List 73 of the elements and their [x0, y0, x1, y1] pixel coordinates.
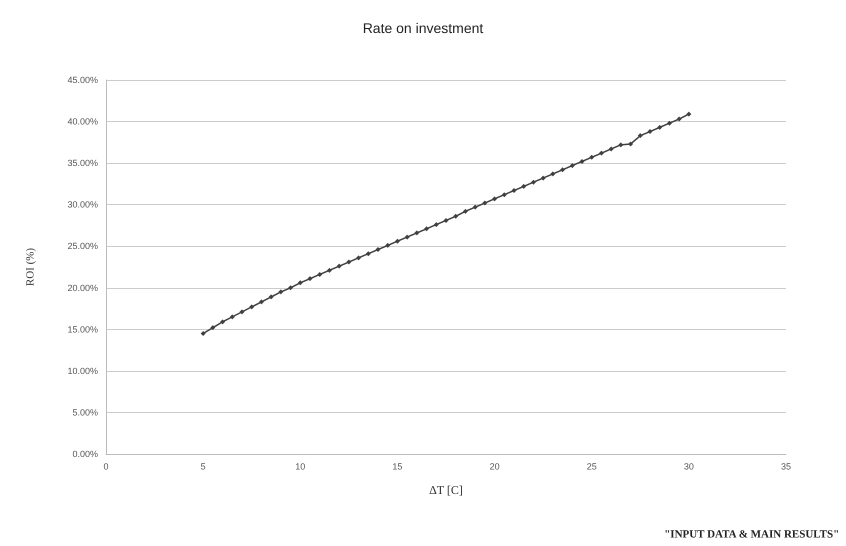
point	[336, 264, 342, 269]
point	[521, 184, 526, 189]
chart-title: Rate on investment	[362, 20, 484, 36]
y-tick-label: 0.00%	[72, 449, 98, 459]
x-tick-label: 25	[586, 462, 597, 472]
point	[540, 176, 546, 181]
point	[560, 167, 566, 172]
point	[530, 180, 536, 185]
point	[288, 285, 294, 290]
point	[686, 112, 692, 117]
point	[434, 222, 439, 228]
point	[414, 230, 420, 236]
point	[200, 330, 206, 336]
point	[268, 294, 274, 300]
text: "INPUT DATA & MAIN RESULTS"	[664, 528, 840, 540]
point	[404, 234, 410, 240]
point	[462, 208, 468, 214]
point	[608, 146, 614, 152]
y-tick-label: 20.00%	[67, 282, 98, 293]
point	[376, 247, 380, 252]
point	[298, 280, 303, 286]
point	[676, 116, 682, 122]
point	[308, 276, 312, 282]
point	[648, 129, 652, 134]
point	[394, 238, 400, 244]
point	[326, 268, 332, 273]
y-tick-label: 45.00%	[67, 75, 98, 85]
point	[666, 120, 672, 126]
point	[580, 158, 584, 164]
point	[278, 289, 284, 294]
point	[258, 299, 264, 304]
x-axis-title: ΔT [C]	[429, 483, 463, 497]
x-tick-label: 15	[392, 462, 402, 472]
point	[589, 154, 594, 160]
point	[472, 204, 478, 210]
y-tick-label: 40.00%	[67, 116, 98, 127]
y-axis-title: ROI (%)	[24, 248, 36, 286]
point	[249, 304, 254, 310]
point	[550, 171, 556, 176]
point	[444, 218, 448, 223]
point	[366, 251, 371, 256]
point	[230, 314, 235, 320]
point	[492, 196, 498, 202]
point	[346, 260, 352, 265]
point	[210, 325, 216, 330]
x-tick-label: 20	[490, 462, 500, 472]
y-tick-label: 10.00%	[67, 366, 98, 376]
y-tick-label: 30.00%	[67, 200, 98, 210]
point	[502, 192, 507, 198]
point	[240, 309, 244, 314]
y-tick-label: 15.00%	[67, 324, 98, 334]
x-tick-label: 0	[103, 462, 109, 472]
point	[424, 226, 430, 232]
point	[657, 124, 662, 130]
point	[628, 141, 634, 146]
point	[482, 200, 488, 206]
point	[453, 214, 458, 219]
point	[512, 188, 516, 194]
point	[598, 150, 604, 156]
y-tick-label: 35.00%	[67, 158, 98, 168]
point	[317, 272, 322, 277]
x-tick-label: 35	[780, 462, 792, 472]
point	[570, 163, 575, 168]
y-tick-label: 25.00%	[67, 241, 98, 252]
point	[356, 255, 362, 260]
point	[385, 242, 390, 248]
point	[220, 319, 226, 324]
point	[638, 133, 643, 138]
point	[618, 142, 624, 148]
x-tick-label: 5	[200, 462, 206, 472]
x-tick-label: 10	[295, 462, 306, 472]
y-tick-label: 5.00%	[72, 407, 98, 418]
x-tick-label: 30	[684, 462, 694, 472]
